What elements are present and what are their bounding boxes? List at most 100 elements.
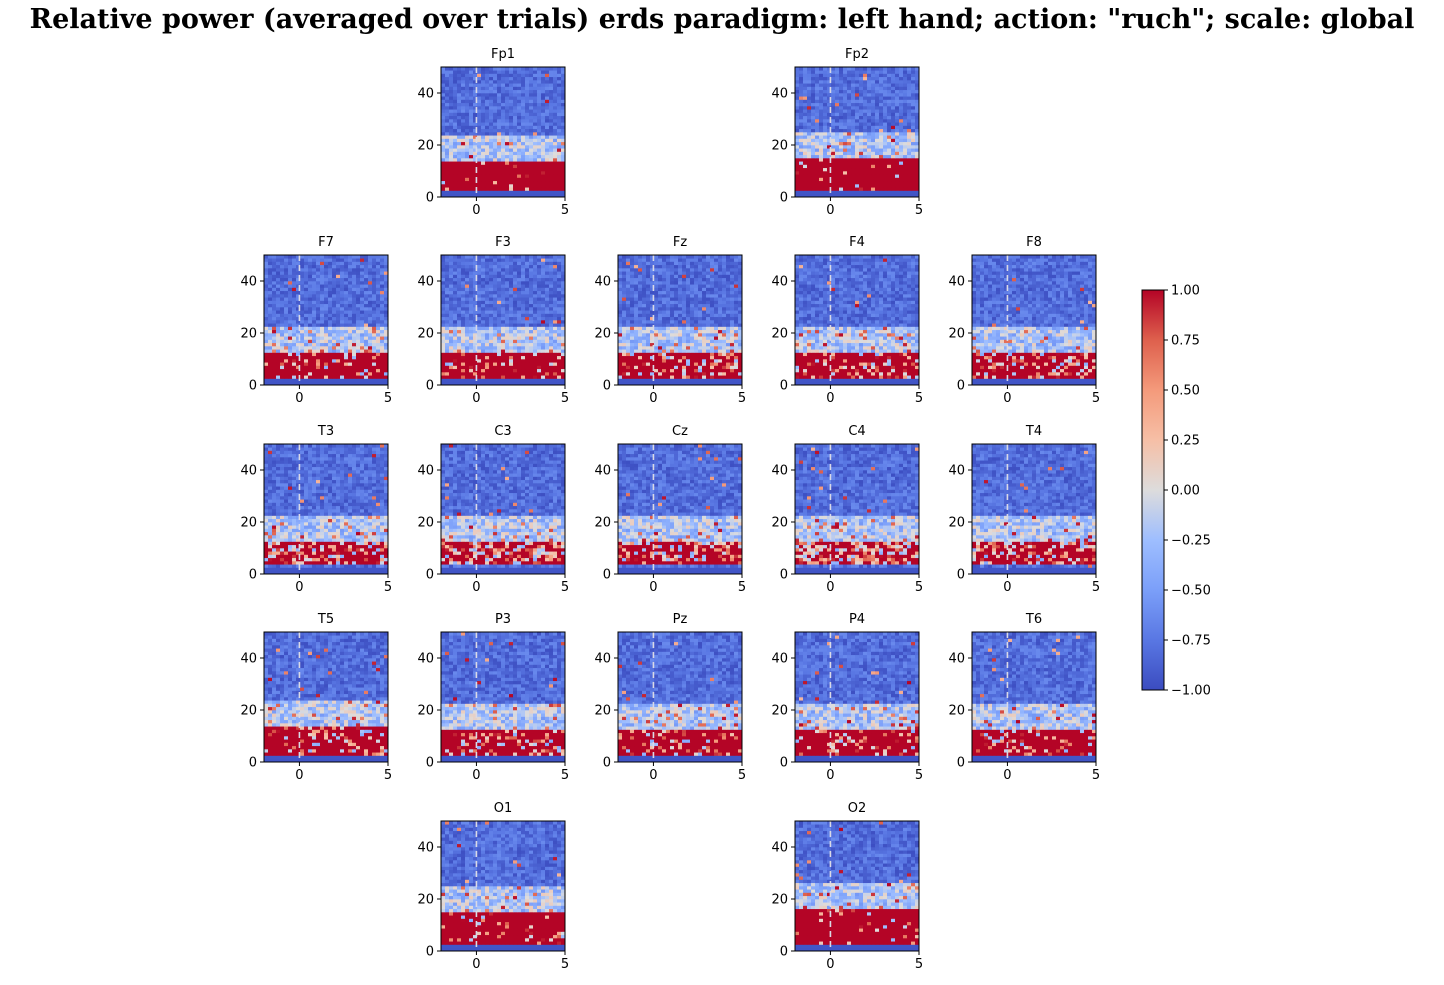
y-tick-label: 20 — [417, 893, 434, 908]
heatmap-cells — [264, 444, 388, 574]
heatmap-cells — [264, 632, 388, 762]
y-tick-label: 40 — [594, 275, 611, 290]
heatmap-cells — [441, 67, 565, 197]
heatmap-cells — [972, 255, 1096, 385]
colorbar-tick-label: 0.25 — [1171, 434, 1200, 449]
channel-title: C4 — [848, 424, 865, 439]
x-tick-label: 0 — [1003, 391, 1011, 406]
heatmap-cells — [795, 67, 919, 197]
y-tick-label: 20 — [771, 893, 788, 908]
x-tick-label: 5 — [738, 580, 746, 595]
y-tick-label: 40 — [948, 275, 965, 290]
y-tick-label: 20 — [948, 704, 965, 719]
channel-title: T5 — [317, 612, 334, 627]
x-tick-label: 5 — [1092, 391, 1100, 406]
y-tick-label: 0 — [780, 191, 788, 206]
heatmap-cells — [441, 444, 565, 574]
x-tick-label: 5 — [561, 768, 569, 783]
colorbar-tick-label: −0.50 — [1171, 584, 1211, 599]
y-tick-label: 40 — [948, 652, 965, 667]
y-tick-label: 20 — [240, 516, 257, 531]
x-tick-label: 5 — [1092, 580, 1100, 595]
y-tick-label: 0 — [426, 756, 434, 771]
y-tick-label: 20 — [948, 516, 965, 531]
y-tick-label: 40 — [240, 652, 257, 667]
colorbar-tick-label: 0.00 — [1171, 484, 1200, 499]
x-tick-label: 0 — [472, 768, 480, 783]
channel-title: F3 — [495, 235, 511, 250]
y-tick-label: 40 — [417, 87, 434, 102]
channel-title: Fp2 — [845, 47, 869, 62]
y-tick-label: 0 — [780, 756, 788, 771]
colorbar-tick-label: 0.75 — [1171, 334, 1200, 349]
colorbar-tick-label: −0.25 — [1171, 534, 1211, 549]
y-tick-label: 20 — [771, 704, 788, 719]
y-tick-label: 0 — [426, 568, 434, 583]
y-tick-label: 0 — [780, 379, 788, 394]
x-tick-label: 5 — [915, 768, 923, 783]
x-tick-label: 5 — [738, 391, 746, 406]
x-tick-label: 0 — [295, 768, 303, 783]
y-tick-label: 40 — [417, 841, 434, 856]
x-tick-label: 5 — [915, 391, 923, 406]
heatmap-cells — [618, 632, 742, 762]
heatmap-cells — [972, 632, 1096, 762]
x-tick-label: 5 — [384, 580, 392, 595]
channel-title: C3 — [494, 424, 511, 439]
x-tick-label: 0 — [649, 391, 657, 406]
channel-title: P3 — [495, 612, 511, 627]
y-tick-label: 0 — [957, 379, 965, 394]
channel-title: O2 — [848, 801, 867, 816]
y-tick-label: 20 — [771, 516, 788, 531]
channel-title: Fz — [673, 235, 687, 250]
heatmap-cells — [618, 255, 742, 385]
x-tick-label: 0 — [1003, 580, 1011, 595]
y-tick-label: 20 — [417, 704, 434, 719]
heatmap-cells — [795, 632, 919, 762]
y-tick-label: 40 — [948, 464, 965, 479]
channel-title: F7 — [318, 235, 334, 250]
y-tick-label: 40 — [594, 652, 611, 667]
channel-title: O1 — [494, 801, 513, 816]
channel-title: F8 — [1026, 235, 1042, 250]
x-tick-label: 5 — [738, 768, 746, 783]
heatmap-cells — [618, 444, 742, 574]
heatmap-cells — [795, 255, 919, 385]
y-tick-label: 0 — [426, 945, 434, 960]
y-tick-label: 20 — [417, 516, 434, 531]
x-tick-label: 0 — [826, 203, 834, 218]
x-tick-label: 5 — [384, 768, 392, 783]
y-tick-label: 0 — [957, 568, 965, 583]
x-tick-label: 0 — [826, 957, 834, 972]
x-tick-label: 5 — [915, 957, 923, 972]
x-tick-label: 5 — [1092, 768, 1100, 783]
y-tick-label: 40 — [594, 464, 611, 479]
y-tick-label: 20 — [240, 704, 257, 719]
x-tick-label: 0 — [649, 580, 657, 595]
x-tick-label: 5 — [384, 391, 392, 406]
x-tick-label: 0 — [472, 203, 480, 218]
channel-title: Pz — [673, 612, 688, 627]
x-tick-label: 0 — [472, 391, 480, 406]
heatmap-cells — [795, 444, 919, 574]
channel-title: T3 — [317, 424, 334, 439]
x-tick-label: 0 — [826, 768, 834, 783]
x-tick-label: 5 — [915, 203, 923, 218]
colorbar-tick-label: −1.00 — [1171, 684, 1211, 699]
y-tick-label: 40 — [771, 464, 788, 479]
x-tick-label: 5 — [561, 391, 569, 406]
heatmap-cells — [441, 632, 565, 762]
y-tick-label: 40 — [771, 275, 788, 290]
y-tick-label: 20 — [594, 327, 611, 342]
